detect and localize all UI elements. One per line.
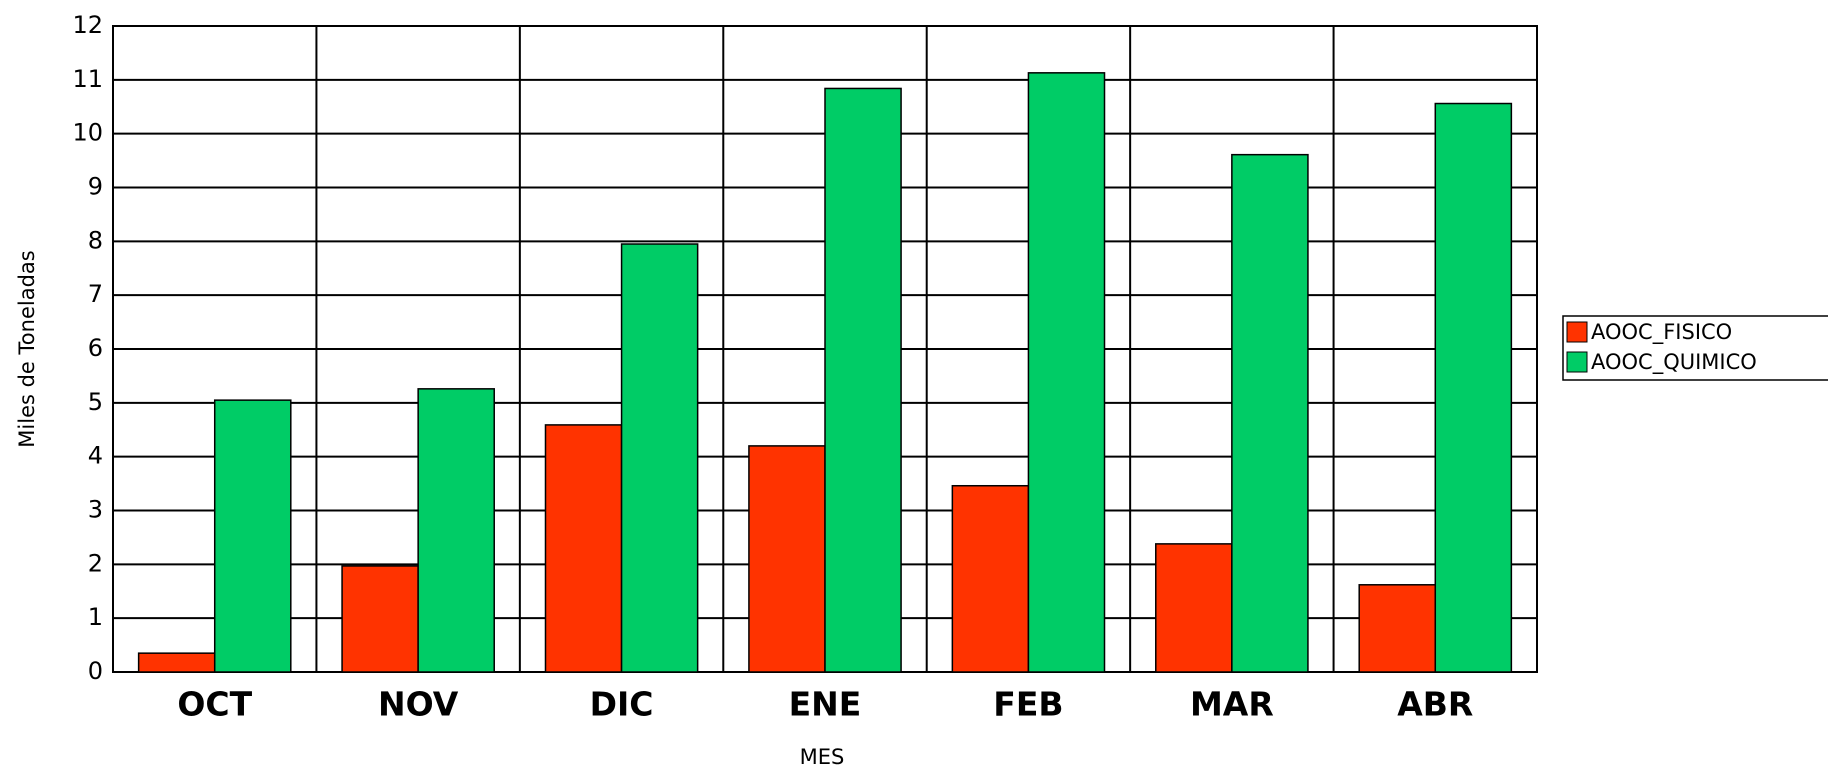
y-tick-label: 9: [88, 173, 103, 201]
bar: [213, 399, 292, 673]
legend-swatch: [1566, 351, 1588, 373]
bar: [1027, 72, 1106, 673]
legend-label: AOOC_FISICO: [1591, 320, 1732, 345]
y-tick-label: 3: [88, 496, 103, 524]
x-axis-label: MES: [800, 745, 845, 769]
bar: [1434, 102, 1513, 673]
bar: [824, 87, 902, 673]
x-tick-label: ABR: [1397, 685, 1473, 724]
y-tick-label: 11: [72, 65, 103, 93]
legend-box: [1562, 315, 1828, 381]
y-tick-label: 10: [72, 119, 103, 147]
y-tick-label: 12: [72, 11, 103, 39]
bar: [1155, 543, 1233, 673]
bar: [417, 388, 495, 673]
y-tick-label: 8: [88, 226, 103, 254]
x-tick-label: ENE: [789, 685, 862, 724]
y-tick-label: 2: [88, 549, 103, 577]
x-tick-label: OCT: [177, 685, 252, 724]
bar: [620, 243, 699, 673]
x-tick-label: MAR: [1190, 685, 1274, 724]
bar: [341, 565, 419, 673]
y-tick-label: 1: [88, 603, 103, 631]
legend-swatch: [1566, 321, 1588, 343]
y-tick-label: 7: [88, 280, 103, 308]
x-tick-label: FEB: [993, 685, 1063, 724]
bar: [1231, 153, 1309, 673]
bar: [544, 424, 623, 673]
y-axis-label: Miles de Toneladas: [15, 250, 39, 447]
y-tick-label: 4: [88, 442, 103, 470]
y-tick-label: 6: [88, 334, 103, 362]
y-tick-label: 0: [88, 657, 103, 685]
y-tick-label: 5: [88, 388, 103, 416]
bar: [1358, 584, 1437, 673]
x-tick-label: DIC: [590, 685, 654, 724]
bar: [748, 445, 826, 673]
bar: [137, 652, 216, 673]
bar: [951, 484, 1030, 673]
x-tick-label: NOV: [378, 685, 459, 724]
legend-label: AOOC_QUIMICO: [1591, 350, 1757, 375]
